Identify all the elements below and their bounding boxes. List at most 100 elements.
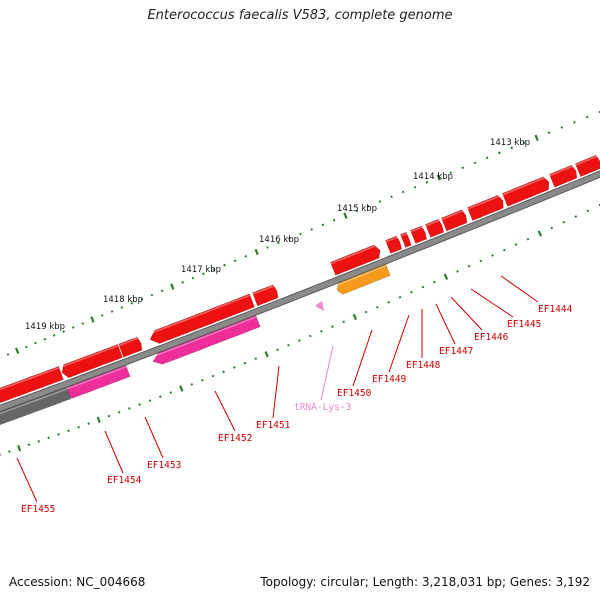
inner-tick: [491, 254, 494, 257]
outer-tick: [367, 204, 370, 208]
inner-tick: [287, 343, 290, 347]
inner-tick: [398, 295, 402, 299]
trna-lys-3-marker: [315, 301, 324, 311]
outer-tick: [150, 293, 154, 297]
outer-tick: [212, 268, 216, 271]
scale-label: 1418 kbp: [103, 295, 143, 305]
feature-label-ef1448: EF1448: [406, 360, 441, 371]
outer-tick: [52, 334, 56, 337]
inner-tick: [309, 334, 312, 338]
label-leader-line: [352, 329, 373, 387]
inner-tick: [433, 280, 436, 284]
gene-ef1454-magenta-arrow-highlight: [63, 366, 127, 391]
outer-tick: [191, 276, 195, 280]
inner-tick: [169, 391, 173, 394]
outer-tick: [6, 353, 10, 356]
gene-ef1447-arrow: [441, 209, 468, 232]
inner-tick: [456, 270, 459, 273]
inner-tick: [179, 385, 184, 392]
outer-tick: [110, 310, 114, 313]
outer-tick: [140, 297, 144, 301]
gene-ef1449-arrow-highlight: [385, 236, 398, 243]
outer-tick: [498, 151, 501, 155]
gene-ef1452-arrow: [149, 293, 255, 344]
outer-tick: [473, 161, 477, 165]
outer-tick: [560, 126, 564, 129]
outer-tick: [14, 347, 20, 354]
feature-label-ef1447: EF1447: [439, 346, 473, 357]
outer-tick: [332, 218, 336, 222]
inner-tick: [201, 378, 204, 382]
inner-tick: [264, 351, 269, 358]
inner-tick: [550, 226, 554, 230]
outer-tick: [170, 283, 175, 290]
inner-tick: [421, 285, 425, 289]
outer-tick: [130, 301, 134, 305]
inner-tick: [8, 450, 11, 453]
topology-text: Topology: circular; Length: 3,218,031 bp…: [260, 575, 590, 589]
gene-ef1450-arrow: [330, 244, 381, 276]
outer-tick: [100, 314, 104, 317]
outer-tick: [413, 185, 417, 189]
inner-tick: [148, 399, 152, 402]
inner-tick: [443, 273, 449, 280]
inner-tick: [77, 425, 80, 429]
outer-tick: [321, 223, 325, 227]
outer-tick: [485, 156, 489, 160]
scale-label: 1414 kbp: [413, 172, 453, 182]
label-leader-line: [214, 390, 236, 432]
outer-tick: [401, 190, 405, 194]
inner-tick: [159, 395, 162, 398]
gene-ef1444b-arrow-highlight: [549, 165, 574, 177]
label-leader-line: [450, 296, 483, 331]
scale-label: 1416 kbp: [259, 235, 299, 245]
outer-tick: [310, 228, 313, 231]
gene-ef1454-magenta-arrow: [65, 365, 131, 399]
outer-tick: [449, 171, 453, 174]
gene-ef1455-arrow-highlight: [0, 367, 59, 391]
outer-tick: [436, 174, 441, 181]
gene-ef1450-arrow-highlight: [330, 244, 376, 265]
accession-text: Accession: NC_004668: [9, 575, 146, 589]
inner-tick: [467, 264, 471, 268]
outer-tick-track: [0, 111, 600, 359]
feature-label-ef1454: EF1454: [107, 475, 142, 486]
gene-ef1455-gray-arrow-highlight: [0, 388, 68, 415]
scale-label: 1413 kbp: [490, 138, 530, 148]
gene-ef1445-arrow-highlight: [502, 176, 547, 196]
gene-ef1447-arrow-highlight: [441, 209, 464, 221]
outer-tick: [510, 146, 514, 150]
gene-ef1454-arrow-highlight: [59, 345, 118, 369]
inner-tick: [514, 243, 518, 246]
gene-ef1449-arrow: [385, 235, 403, 254]
inner-tick-track: [0, 204, 600, 456]
inner-tick: [128, 407, 131, 410]
gene-ef1450-orange-arrow-highlight: [334, 265, 387, 287]
gene-ef1445-arrow: [502, 176, 550, 207]
scale-label: 1415 kbp: [337, 204, 377, 214]
inner-tick: [562, 220, 566, 224]
gene-ef1455-gray-arrow: [0, 387, 72, 426]
outer-tick: [547, 131, 551, 134]
feature-label-ef1451: EF1451: [256, 420, 291, 431]
outer-tick: [81, 322, 85, 325]
gene-ef1449a-arrow: [399, 231, 412, 248]
inner-tick: [352, 313, 358, 321]
label-leader-line: [144, 416, 164, 459]
scale-label: 1419 kbp: [25, 322, 65, 332]
gene-ef1448-arrow-highlight: [425, 219, 440, 227]
inner-tick: [331, 325, 334, 328]
inner-tick: [47, 436, 50, 440]
genome-backbone: [0, 170, 600, 413]
gene-ef1446-arrow: [467, 194, 504, 221]
outer-tick: [534, 134, 539, 141]
inner-tick: [342, 320, 346, 324]
outer-tick: [34, 341, 37, 345]
scale-labels: 1413 kbp 1414 kbp 1415 kbp 1416 kbp 1417 kbp…: [25, 138, 530, 332]
feature-label-ef1455: EF1455: [21, 504, 55, 515]
outer-tick: [266, 246, 269, 249]
feature-label-ef1450: EF1450: [337, 388, 372, 399]
outer-tick: [573, 121, 576, 124]
gene-ef1444b-arrow: [549, 164, 578, 188]
